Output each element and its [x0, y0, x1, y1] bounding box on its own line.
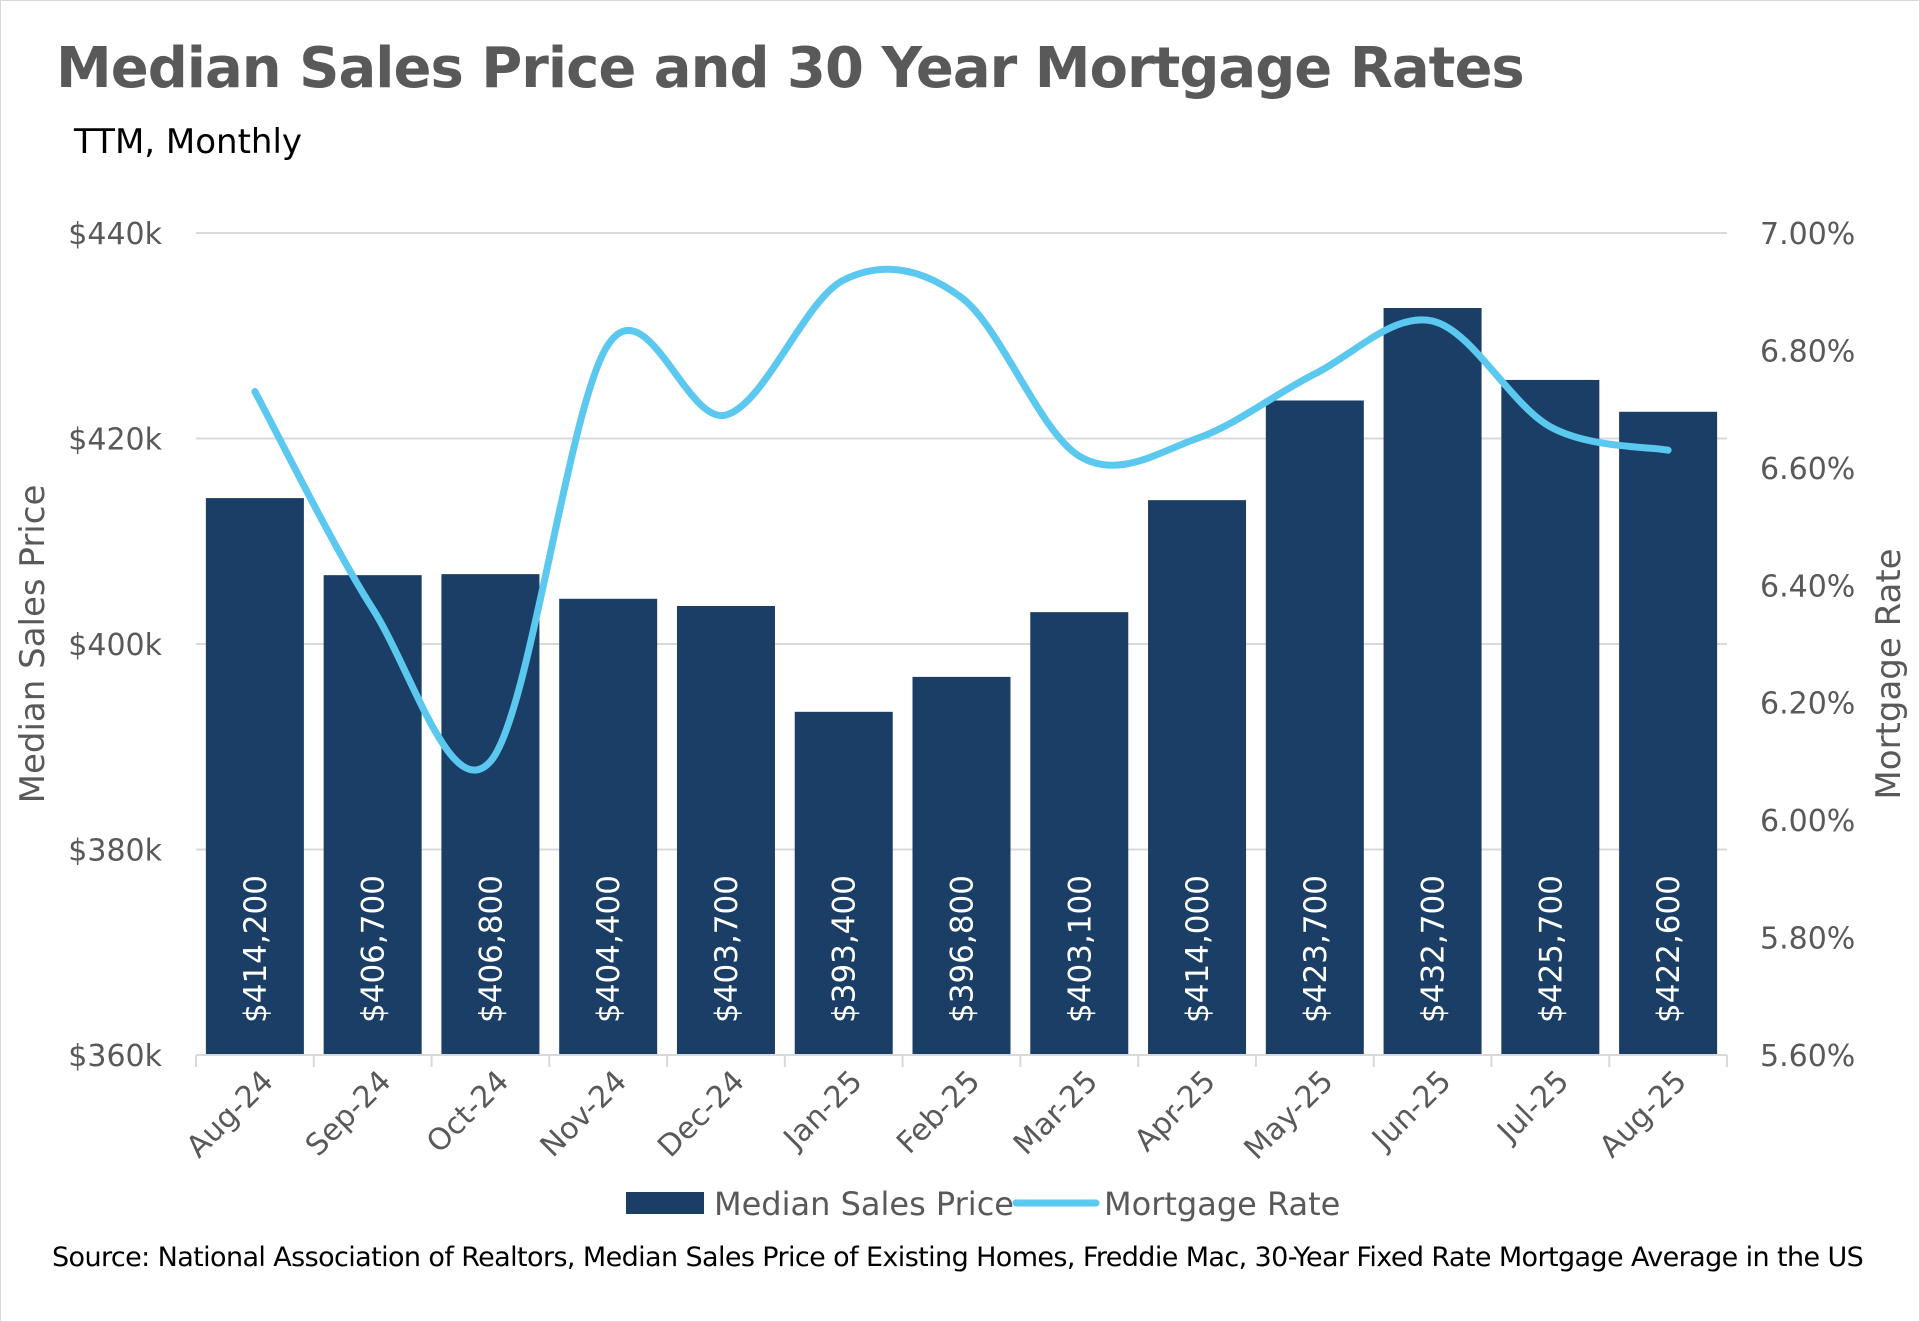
mortgage-rate-line	[251, 265, 1672, 774]
y-right-tick-label: 6.40%	[1760, 569, 1855, 604]
y-left-tick-label: $440k	[68, 217, 162, 252]
y-left-tick-label: $400k	[68, 628, 162, 663]
bar-data-label: $406,700	[356, 875, 392, 1023]
x-tick-label: Jan-25	[776, 1064, 870, 1158]
y-right-axis-label: Mortgage Rate	[1869, 548, 1909, 799]
bar	[1148, 500, 1247, 1055]
chart-subtitle: TTM, Monthly	[74, 122, 303, 162]
bar-data-label: $423,700	[1298, 875, 1334, 1023]
bar-data-label: $432,700	[1416, 875, 1452, 1023]
y-right-tick-label: 6.20%	[1760, 687, 1855, 722]
source-note: Source: National Association of Realtors…	[52, 1242, 1864, 1273]
x-tick-label: Jul-25	[1490, 1064, 1576, 1150]
y-right-tick-label: 6.00%	[1760, 804, 1855, 839]
bar	[676, 605, 775, 1055]
x-tick-label: Feb-25	[890, 1064, 987, 1161]
y-left-tick-label: $360k	[68, 1039, 162, 1074]
bar-data-label: $403,100	[1062, 875, 1098, 1023]
y-right-tick-label: 5.80%	[1760, 922, 1855, 957]
bar-data-label: $406,800	[473, 875, 509, 1023]
bar	[441, 574, 540, 1055]
x-tick-label: Aug-25	[1593, 1064, 1694, 1165]
y-left-tick-label: $380k	[68, 834, 162, 869]
bar	[1619, 411, 1718, 1055]
legend-swatch-median-sales-price	[626, 1192, 704, 1214]
bar-data-label: $425,700	[1533, 875, 1569, 1023]
legend-label-median-sales-price: Median Sales Price	[714, 1185, 1014, 1223]
x-tick-label: Sep-24	[299, 1064, 398, 1163]
legend-label-mortgage-rate: Mortgage Rate	[1104, 1185, 1340, 1223]
bar-data-label: $422,600	[1651, 875, 1687, 1023]
bar	[1030, 612, 1129, 1055]
x-tick-label: Jun-25	[1364, 1064, 1458, 1158]
bar-data-label: $393,400	[827, 875, 863, 1023]
x-tick-label: Nov-24	[534, 1064, 634, 1164]
bar-data-label: $404,400	[591, 875, 627, 1023]
bar-data-label: $414,000	[1180, 875, 1216, 1023]
chart-title: Median Sales Price and 30 Year Mortgage …	[56, 36, 1525, 101]
y-right-tick-label: 6.80%	[1760, 334, 1855, 369]
bar	[1501, 379, 1600, 1055]
y-left-tick-label: $420k	[68, 423, 162, 458]
bar	[794, 711, 893, 1055]
bar	[559, 598, 658, 1055]
bar-data-label: $396,800	[945, 875, 981, 1023]
bar-data-label: $414,200	[238, 875, 274, 1023]
bar	[1265, 400, 1364, 1055]
x-tick-label: May-25	[1238, 1064, 1341, 1167]
bar	[912, 676, 1011, 1055]
bar	[1383, 308, 1482, 1055]
bar	[323, 575, 422, 1055]
y-right-tick-label: 6.60%	[1760, 452, 1855, 487]
x-tick-label: Oct-24	[420, 1064, 516, 1160]
x-tick-label: Dec-24	[651, 1064, 751, 1164]
x-tick-label: Mar-25	[1007, 1064, 1105, 1162]
y-right-tick-label: 5.60%	[1760, 1039, 1855, 1074]
bar	[205, 498, 304, 1056]
x-tick-label: Apr-25	[1128, 1064, 1223, 1159]
y-left-axis-label: Median Sales Price	[13, 485, 53, 804]
y-right-tick-label: 7.00%	[1760, 217, 1855, 252]
bar-data-label: $403,700	[709, 875, 745, 1023]
x-tick-label: Aug-24	[180, 1064, 281, 1165]
